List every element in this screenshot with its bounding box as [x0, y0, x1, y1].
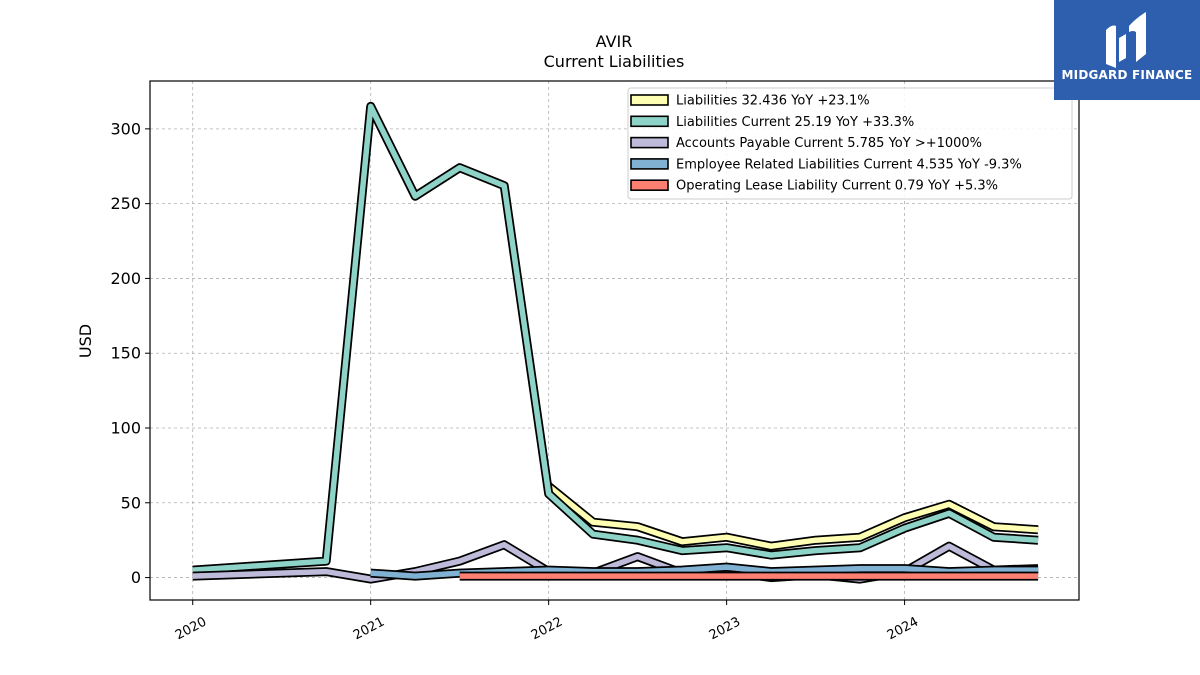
x-tick-label: 2024: [885, 615, 921, 644]
y-tick-label: 250: [110, 194, 141, 213]
y-tick-label: 0: [131, 568, 141, 587]
x-tick-label: 2021: [351, 615, 387, 644]
y-tick-label: 300: [110, 119, 141, 138]
y-tick-label: 100: [110, 418, 141, 437]
legend-label: Operating Lease Liability Current 0.79 Y…: [676, 179, 998, 194]
series-liabilities-current: [192, 101, 1039, 575]
legend-swatch: [630, 115, 669, 128]
legend-label: Liabilities Current 25.19 YoY +33.3%: [676, 115, 914, 130]
y-tick-label: 200: [110, 269, 141, 288]
series-liabilities: [545, 482, 1039, 551]
series-line: [546, 484, 1039, 549]
legend-swatch: [630, 94, 669, 106]
y-tick-label: 50: [121, 493, 141, 512]
logo-mark-icon: [1106, 12, 1146, 68]
chart-subtitle: Current Liabilities: [544, 52, 685, 71]
legend-label: Accounts Payable Current 5.785 YoY >+100…: [676, 136, 982, 151]
x-tick-label: 2020: [173, 615, 209, 644]
legend: Liabilities 32.436 YoY +23.1% Liabilities…: [627, 87, 1073, 200]
y-axis-label: USD: [76, 324, 95, 358]
axis-layer: 0 50 100 150 200 250 300 2020 2021 2022 2023 2024: [110, 119, 921, 643]
series-layer: [192, 101, 1039, 584]
chart-title: AVIR: [596, 32, 633, 51]
legend-swatch: [630, 179, 669, 191]
legend-swatch: [630, 136, 669, 149]
legend-swatch: [630, 158, 669, 170]
y-tick-label: 150: [110, 344, 141, 363]
legend-box: [627, 87, 1073, 200]
legend-label: Employee Related Liabilities Current 4.5…: [676, 157, 1022, 172]
logo-text: MIDGARD FINANCE: [1061, 68, 1193, 82]
legend-label: Liabilities 32.436 YoY +23.1%: [676, 94, 870, 109]
plot-frame: [149, 80, 1080, 601]
midgard-finance-logo: MIDGARD FINANCE: [1054, 0, 1200, 100]
series-line: [192, 103, 1039, 573]
x-tick-label: 2023: [707, 615, 743, 644]
x-tick-label: 2022: [529, 615, 565, 644]
